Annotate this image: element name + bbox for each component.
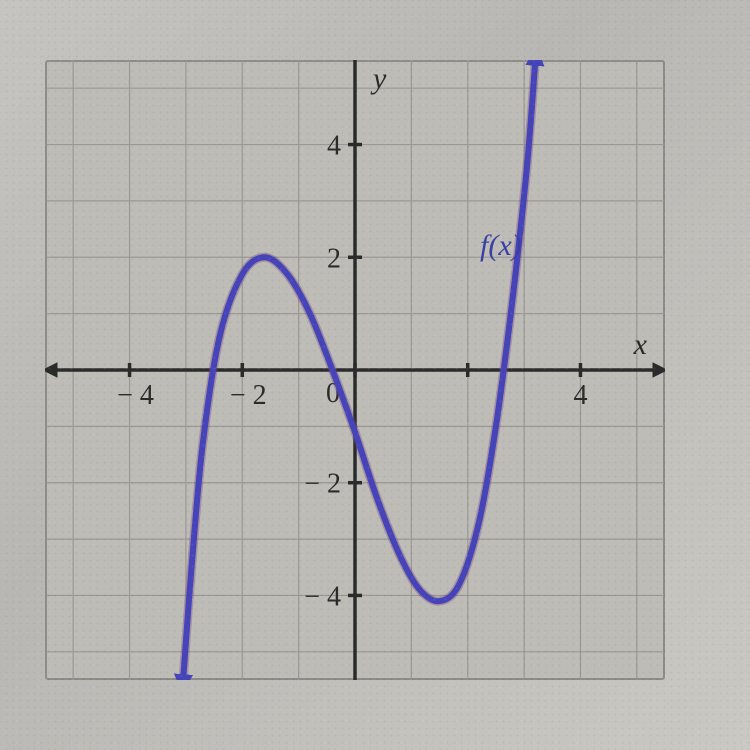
y-tick-label: − 4 bbox=[304, 581, 341, 612]
x-tick-label: 4 bbox=[573, 380, 587, 411]
y-tick-label: 2 bbox=[327, 243, 341, 274]
page-background: − 4− 204− 4− 224yxf(x) bbox=[0, 0, 750, 750]
function-chart: − 4− 204− 4− 224yxf(x) bbox=[45, 60, 665, 680]
x-tick-label: − 2 bbox=[230, 380, 267, 411]
x-axis-label: x bbox=[633, 328, 648, 361]
function-label: f(x) bbox=[480, 229, 522, 262]
y-axis-label: y bbox=[370, 62, 387, 95]
y-tick-label: − 2 bbox=[304, 469, 341, 500]
y-tick-label: 4 bbox=[327, 131, 341, 162]
x-tick-label: − 4 bbox=[117, 380, 154, 411]
